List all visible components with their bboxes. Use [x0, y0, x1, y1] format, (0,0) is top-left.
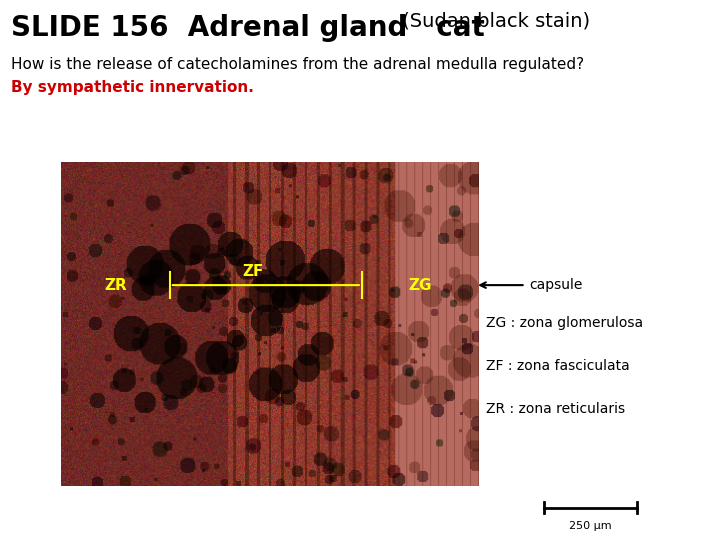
Text: By sympathetic innervation.: By sympathetic innervation.: [11, 80, 253, 95]
Text: How is the release of catecholamines from the adrenal medulla regulated?: How is the release of catecholamines fro…: [11, 57, 584, 72]
Text: (Sudan black stain): (Sudan black stain): [396, 12, 590, 31]
Text: ZF : zona fasciculata: ZF : zona fasciculata: [486, 359, 630, 373]
Text: 250 μm: 250 μm: [569, 521, 612, 531]
Text: SLIDE 156  Adrenal gland   cat: SLIDE 156 Adrenal gland cat: [11, 14, 485, 42]
Text: ZR : zona reticularis: ZR : zona reticularis: [486, 402, 625, 416]
Text: ZF: ZF: [243, 264, 264, 279]
Text: capsule: capsule: [529, 278, 582, 292]
Text: ZG : zona glomerulosa: ZG : zona glomerulosa: [486, 316, 643, 330]
Text: ZR: ZR: [104, 278, 127, 293]
Text: ZG: ZG: [408, 278, 432, 293]
